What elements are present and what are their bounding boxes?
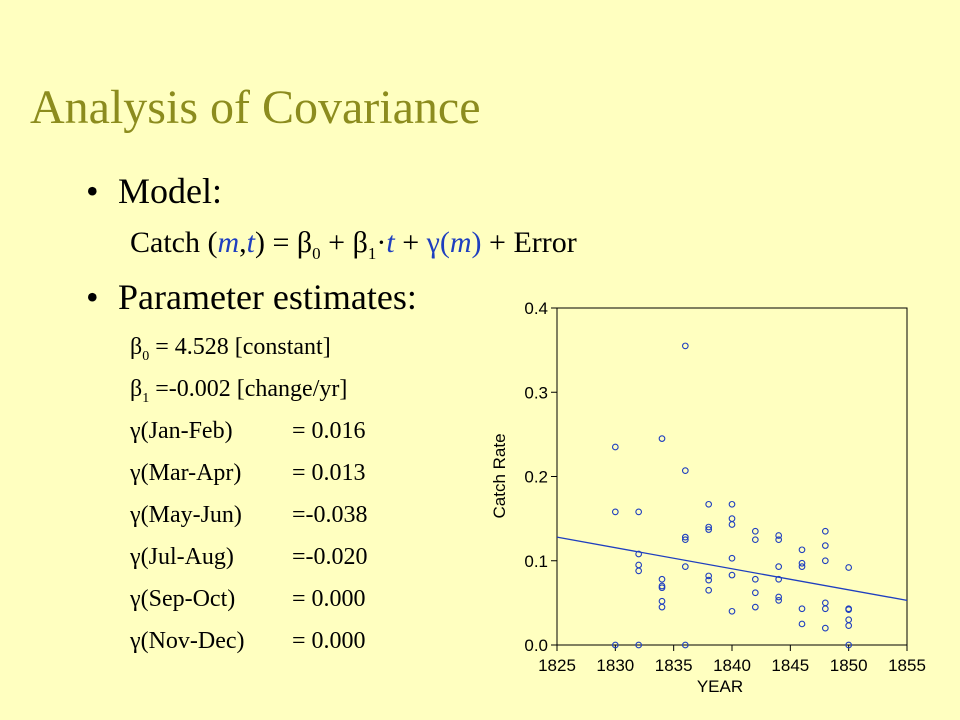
model-equation: Catch (m,t) = β0 + β1·t + γ(m) + Error xyxy=(130,226,577,263)
data-point xyxy=(681,536,689,544)
data-point xyxy=(751,575,759,583)
data-point xyxy=(658,584,666,592)
data-points xyxy=(611,342,853,649)
data-point xyxy=(845,564,853,571)
data-point xyxy=(705,523,713,531)
estimate-gamma-may-jun: γ(May-Jun) =-0.038 xyxy=(130,502,368,528)
data-point xyxy=(798,563,806,570)
data-point xyxy=(728,607,736,615)
data-point xyxy=(821,599,829,607)
y-tick-label: 0.1 xyxy=(524,552,548,571)
x-axis-label: YEAR xyxy=(697,677,743,696)
y-tick-label: 0.0 xyxy=(524,636,548,655)
y-axis-label: Catch Rate xyxy=(490,433,509,518)
data-point xyxy=(705,572,713,580)
data-point xyxy=(728,521,736,528)
data-point xyxy=(611,443,619,451)
data-point xyxy=(705,526,713,533)
data-point xyxy=(728,500,736,508)
data-point xyxy=(611,641,619,649)
data-point xyxy=(635,561,643,569)
x-tick-label: 1835 xyxy=(655,656,693,675)
data-point xyxy=(775,563,783,570)
data-point xyxy=(798,605,806,613)
estimate-beta0: β0 = 4.528 [constant] xyxy=(130,334,331,364)
y-tick-label: 0.2 xyxy=(524,468,548,487)
data-point xyxy=(728,554,736,562)
bullet-model: • Model: xyxy=(86,170,222,212)
data-point xyxy=(728,515,736,522)
bullet-params-text: Parameter estimates: xyxy=(118,277,417,317)
data-point xyxy=(775,596,783,604)
data-point xyxy=(751,527,759,535)
data-point xyxy=(635,550,643,558)
estimate-gamma-jul-aug: γ(Jul-Aug) =-0.020 xyxy=(130,544,368,570)
data-point xyxy=(821,527,829,535)
y-tick-label: 0.3 xyxy=(524,383,548,402)
estimate-gamma-nov-dec: γ(Nov-Dec) = 0.000 xyxy=(130,628,366,654)
data-point xyxy=(821,605,829,613)
bullet-model-text: Model: xyxy=(118,171,222,211)
estimate-gamma-jan-feb: γ(Jan-Feb) = 0.016 xyxy=(130,418,366,444)
estimate-gamma-mar-apr: γ(Mar-Apr) = 0.013 xyxy=(130,460,366,486)
data-point xyxy=(775,575,783,583)
bullet-params: • Parameter estimates: xyxy=(86,276,417,318)
data-point xyxy=(705,586,713,594)
data-point xyxy=(658,575,666,583)
data-point xyxy=(705,576,713,584)
data-point xyxy=(728,571,736,579)
x-tick-label: 1825 xyxy=(538,656,576,675)
bullet-dot: • xyxy=(86,277,99,317)
bullet-dot: • xyxy=(86,171,99,211)
data-point xyxy=(681,641,689,649)
data-point xyxy=(658,597,666,605)
data-point xyxy=(845,622,853,629)
data-point xyxy=(751,589,759,597)
data-point xyxy=(798,546,806,554)
plot-frame xyxy=(556,307,908,646)
data-point xyxy=(798,620,806,628)
data-point xyxy=(821,557,829,565)
data-point xyxy=(635,641,643,649)
data-point xyxy=(705,500,713,508)
catch-rate-scatter-chart: 1825 1830 1835 1840 1845 1850 1855 0.00.10.20.… xyxy=(490,299,926,696)
estimate-beta1: β1 =-0.002 [change/yr] xyxy=(130,376,348,406)
data-point xyxy=(681,563,689,570)
data-point xyxy=(681,533,689,541)
data-point xyxy=(635,567,643,575)
x-tick-label: 1845 xyxy=(771,656,809,675)
data-point xyxy=(775,532,783,539)
data-point xyxy=(775,536,783,544)
x-axis-ticks: 1825 1830 1835 1840 1845 1850 1855 xyxy=(538,645,926,675)
y-tick-label: 0.4 xyxy=(524,299,548,318)
data-point xyxy=(751,603,759,611)
x-tick-label: 1840 xyxy=(713,656,751,675)
data-point xyxy=(821,624,829,632)
data-point xyxy=(635,508,643,516)
data-point xyxy=(611,508,619,516)
x-tick-label: 1830 xyxy=(596,656,634,675)
data-point xyxy=(775,593,783,601)
regression-line xyxy=(556,536,908,601)
data-point xyxy=(658,603,666,611)
slide-title: Analysis of Covariance xyxy=(30,81,481,134)
data-point xyxy=(845,616,853,624)
data-point xyxy=(681,342,689,350)
x-tick-label: 1850 xyxy=(830,656,868,675)
y-axis-ticks: 0.0 0.1 0.2 0.3 0.4 xyxy=(524,299,557,655)
data-point xyxy=(658,435,666,442)
x-tick-label: 1855 xyxy=(888,656,926,675)
data-point xyxy=(845,606,853,613)
data-point xyxy=(751,536,759,544)
data-point xyxy=(821,542,829,549)
data-point xyxy=(845,641,853,649)
data-point xyxy=(798,559,806,567)
estimate-gamma-sep-oct: γ(Sep-Oct) = 0.000 xyxy=(130,586,366,612)
data-point xyxy=(681,467,689,474)
